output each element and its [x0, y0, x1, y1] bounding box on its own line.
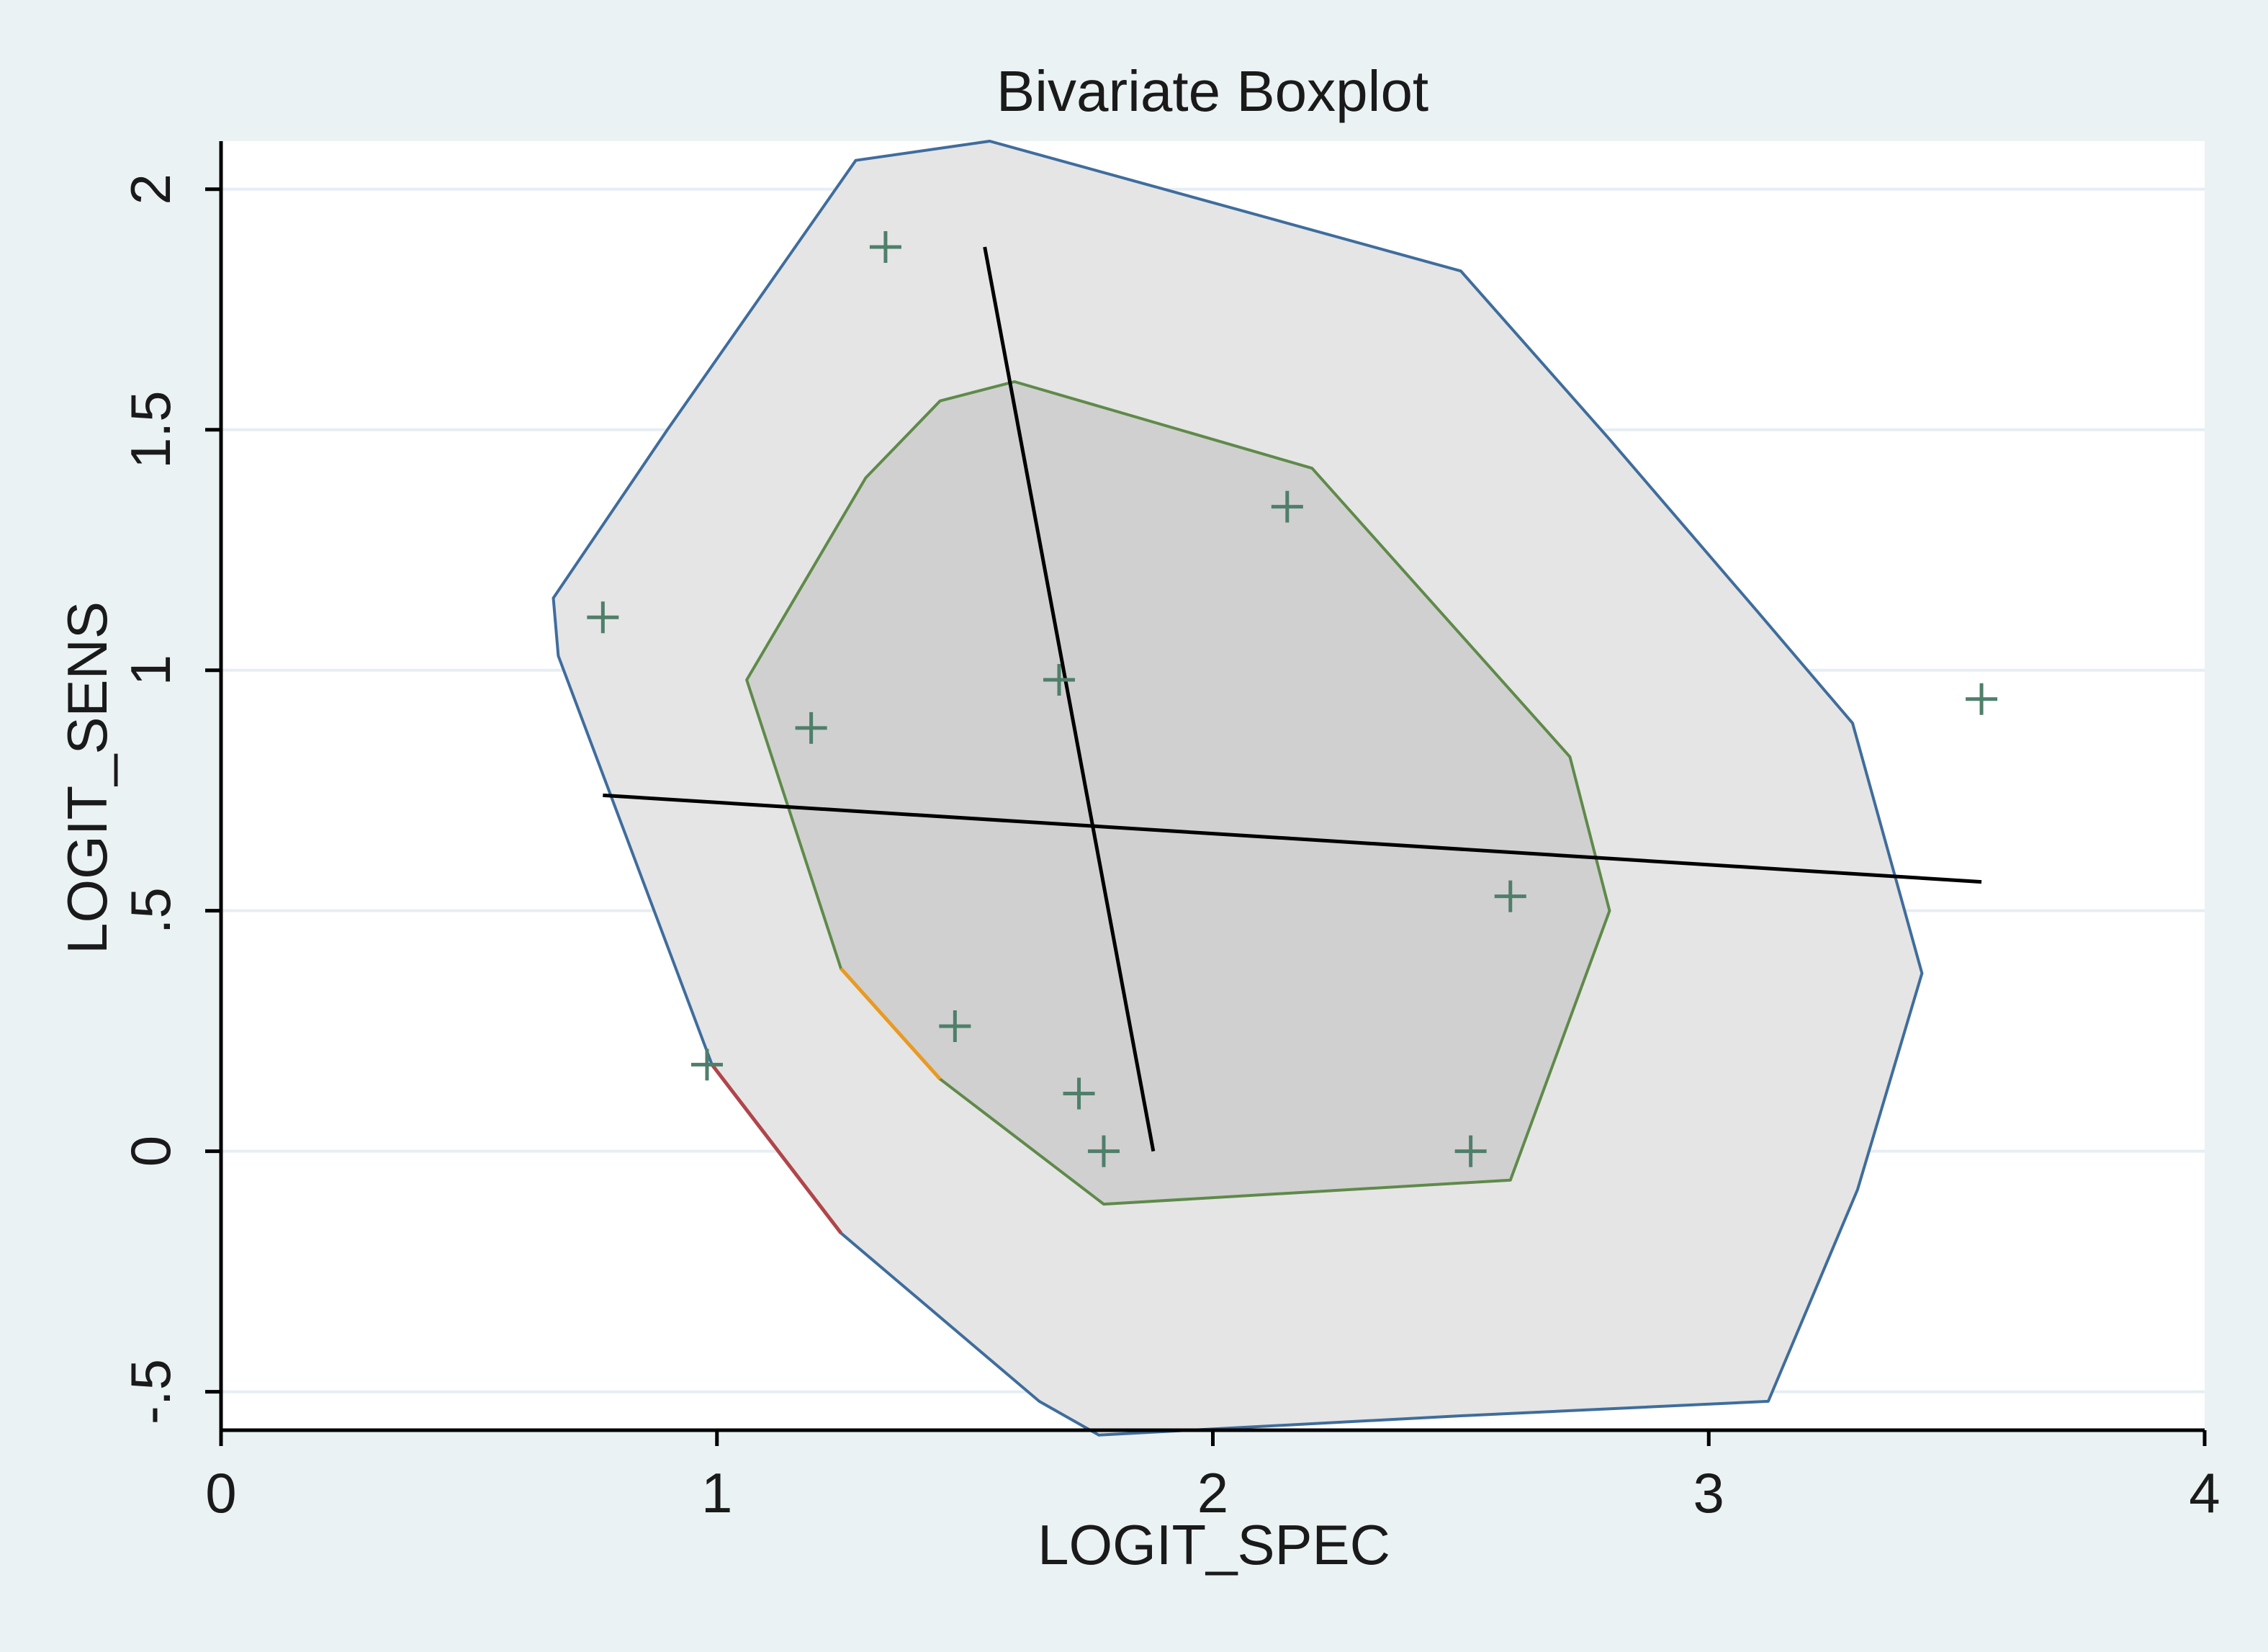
data-point-3 [1043, 664, 1075, 696]
hinge-highlight-segment [840, 967, 942, 1081]
y-tick-label-0: -.5 [119, 1359, 182, 1424]
regression-lines [603, 246, 1982, 1152]
y-tick-label-4: 1.5 [119, 391, 182, 469]
hinge-polygon [745, 380, 1611, 1206]
x-tick-label-0: 0 [205, 1461, 236, 1525]
data-point-0 [869, 230, 901, 263]
fence-highlight-segment [710, 1063, 842, 1234]
data-point-6 [1494, 880, 1526, 912]
data-point-4 [795, 711, 827, 744]
x-tick-label-3: 3 [1693, 1461, 1724, 1525]
data-point-1 [587, 601, 619, 634]
y-axis-title: LOGIT_SENS [55, 601, 119, 954]
data-point-5 [1966, 683, 1998, 715]
data-point-11 [1454, 1135, 1487, 1167]
data-point-10 [1087, 1135, 1120, 1167]
chart-title: Bivariate Boxplot [996, 59, 1428, 123]
y-tick-label-3: 1 [119, 655, 182, 686]
x-tick-label-1: 1 [701, 1461, 732, 1525]
data-point-9 [1063, 1077, 1095, 1110]
x-tick-label-2: 2 [1197, 1461, 1228, 1525]
y-tick-label-1: 0 [119, 1136, 182, 1167]
data-point-7 [939, 1010, 971, 1042]
y-tick-label-2: .5 [119, 887, 182, 934]
x-axis-title: LOGIT_SPEC [1038, 1513, 1390, 1576]
x-tick-label-4: 4 [2189, 1461, 2220, 1525]
data-point-8 [690, 1049, 723, 1081]
axes: 0 1 2 3 4 -.5 0 .5 1 1.5 2 [119, 141, 2220, 1525]
data-point-2 [1271, 490, 1303, 523]
y-tick-label-5: 2 [119, 174, 182, 205]
regression-line-1 [983, 246, 1156, 1152]
regression-line-0 [603, 793, 1982, 884]
data-points [587, 230, 1998, 1167]
